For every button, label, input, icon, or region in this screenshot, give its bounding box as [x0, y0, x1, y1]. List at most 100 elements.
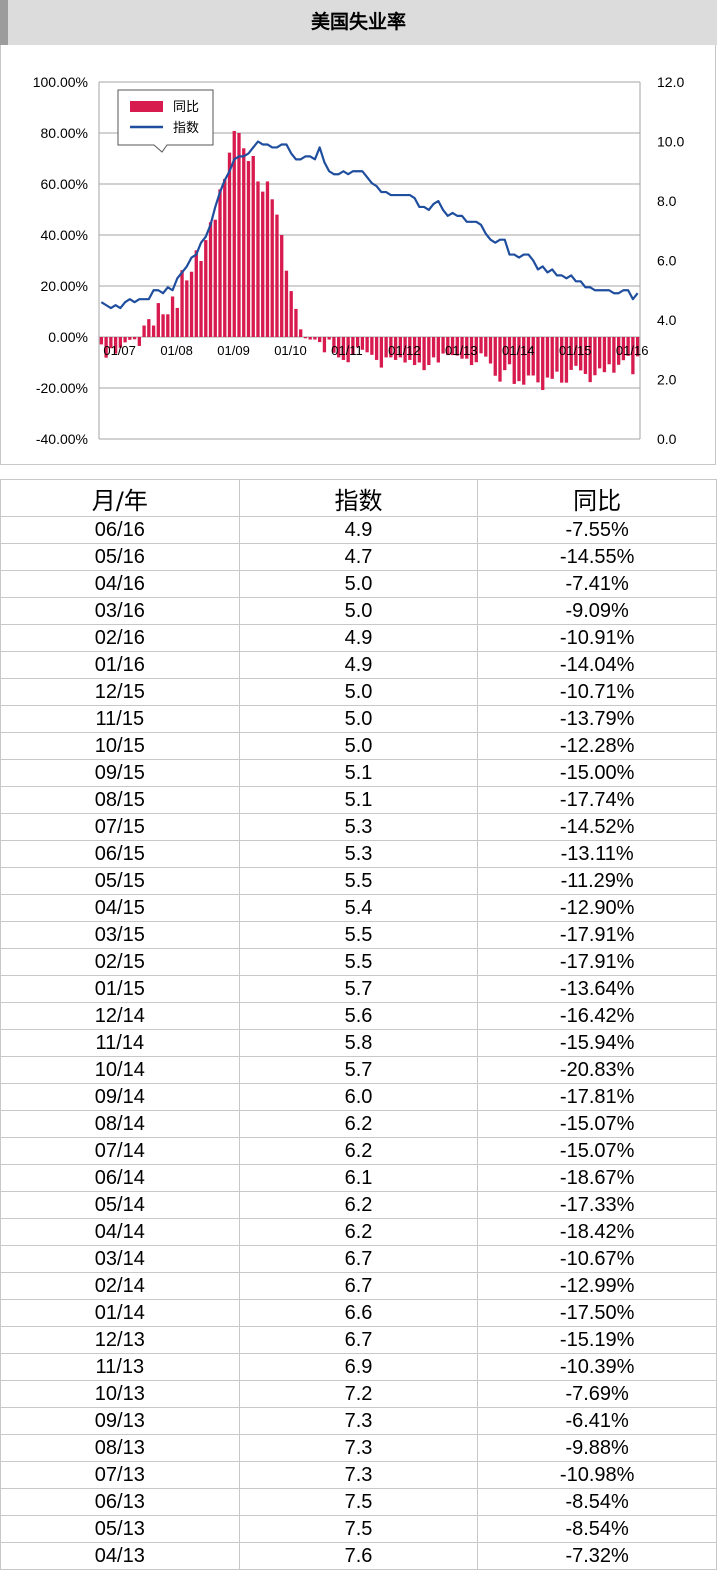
bar-yoy: [389, 337, 393, 358]
table-row: 06/15 5.3 -13.11%: [0, 840, 717, 868]
bar-yoy: [436, 337, 440, 363]
table-row: 02/15 5.5 -17.91%: [0, 948, 717, 976]
bar-yoy: [484, 337, 488, 357]
table-row: 08/14 6.2 -15.07%: [0, 1110, 717, 1138]
table-row: 05/16 4.7 -14.55%: [0, 543, 717, 571]
bar-yoy: [616, 337, 621, 365]
bar-yoy: [403, 337, 407, 363]
table-cell: 04/13: [0, 1542, 240, 1570]
table-cell: 11/14: [0, 1029, 240, 1057]
table-cell: 5.3: [238, 813, 479, 841]
table-cell: 05/15: [0, 867, 240, 895]
bar-yoy: [336, 337, 341, 358]
table-cell: 5.1: [238, 759, 479, 787]
table-cell: 7.3: [238, 1461, 479, 1489]
table-cell: -7.55%: [477, 516, 717, 544]
bar-yoy: [194, 250, 198, 337]
table-cell: -13.11%: [477, 840, 717, 868]
bar-yoy: [275, 214, 279, 337]
table-row: 04/16 5.0 -7.41%: [0, 570, 717, 598]
table-cell: 4.7: [238, 543, 479, 571]
table-cell: 07/13: [0, 1461, 240, 1489]
header-accent-bar: [0, 0, 8, 45]
table-cell: 6.2: [238, 1218, 479, 1246]
table-cell: 11/15: [0, 705, 240, 733]
x-axis-tick-label: 01/07: [103, 343, 136, 358]
table-cell: -17.91%: [477, 948, 717, 976]
bar-yoy: [280, 235, 284, 337]
table-cell: -14.52%: [477, 813, 717, 841]
bar-yoy: [531, 337, 535, 376]
table-cell: 04/16: [0, 570, 240, 598]
table-row: 09/13 7.3 -6.41%: [0, 1407, 717, 1435]
left-axis-tick-label: 80.00%: [41, 125, 88, 141]
table-header-cell: 指数: [238, 479, 479, 517]
bar-yoy: [142, 325, 146, 337]
table-row: 10/15 5.0 -12.28%: [0, 732, 717, 760]
table-row: 02/14 6.7 -12.99%: [0, 1272, 717, 1300]
x-axis-tick-label: 01/11: [331, 343, 363, 358]
bar-yoy: [503, 337, 507, 371]
table-cell: 5.0: [238, 678, 479, 706]
bar-yoy: [488, 337, 493, 364]
table-cell: 09/15: [0, 759, 240, 787]
bar-yoy: [360, 337, 365, 350]
table-cell: 4.9: [238, 624, 479, 652]
table-row: 04/13 7.6 -7.32%: [0, 1542, 717, 1570]
table-row: 10/14 5.7 -20.83%: [0, 1056, 717, 1084]
bar-yoy: [242, 148, 246, 337]
left-axis-tick-label: 100.00%: [33, 74, 88, 90]
bar-yoy: [99, 337, 104, 345]
table-cell: 4.9: [238, 651, 479, 679]
chart-frame: [0, 45, 716, 465]
left-axis-tick-label: 40.00%: [41, 227, 88, 243]
table-cell: -6.41%: [477, 1407, 717, 1435]
bar-yoy: [393, 337, 398, 360]
table-cell: 6.2: [238, 1191, 479, 1219]
table-row: 05/13 7.5 -8.54%: [0, 1515, 717, 1543]
table-cell: 7.6: [238, 1542, 479, 1570]
table-cell: -8.54%: [477, 1515, 717, 1543]
bar-yoy: [536, 337, 540, 383]
bar-yoy: [322, 337, 327, 353]
bar-yoy: [465, 337, 469, 359]
table-cell: 6.2: [238, 1137, 479, 1165]
bar-yoy: [284, 270, 289, 337]
bar-yoy: [104, 337, 108, 358]
bar-yoy: [583, 337, 588, 374]
bar-yoy: [156, 303, 160, 337]
bar-yoy: [303, 337, 308, 339]
table-cell: 06/13: [0, 1488, 240, 1516]
table-row: 10/13 7.2 -7.69%: [0, 1380, 717, 1408]
table-cell: 6.7: [238, 1245, 479, 1273]
table-row: 11/14 5.8 -15.94%: [0, 1029, 717, 1057]
bar-yoy: [270, 199, 274, 337]
table-cell: 01/14: [0, 1299, 240, 1327]
bar-yoy: [308, 337, 312, 340]
table-cell: 7.5: [238, 1515, 479, 1543]
table-cell: -15.19%: [477, 1326, 717, 1354]
bar-yoy: [593, 337, 597, 376]
table-cell: -10.98%: [477, 1461, 717, 1489]
table-cell: -7.41%: [477, 570, 717, 598]
table-cell: 05/16: [0, 543, 240, 571]
legend-swatch-yoy: [130, 101, 163, 112]
bar-yoy: [113, 337, 118, 354]
table-cell: 6.9: [238, 1353, 479, 1381]
bar-yoy: [569, 337, 573, 370]
table-row: 01/15 5.7 -13.64%: [0, 975, 717, 1003]
table-cell: 03/16: [0, 597, 240, 625]
x-axis-tick-label: 01/14: [502, 343, 535, 358]
x-axis-tick-label: 01/15: [559, 343, 592, 358]
bar-yoy: [204, 240, 208, 337]
table-cell: -11.29%: [477, 867, 717, 895]
bar-yoy: [512, 337, 516, 384]
bar-yoy: [128, 337, 132, 340]
table-header-cell: 同比: [477, 479, 717, 517]
bar-yoy: [109, 337, 113, 349]
x-axis-tick-label: 01/12: [388, 343, 421, 358]
table-row: 01/16 4.9 -14.04%: [0, 651, 717, 679]
table-header-row: 月/年 指数 同比: [0, 479, 717, 517]
bar-yoy: [370, 337, 374, 355]
table-row: 12/14 5.6 -16.42%: [0, 1002, 717, 1030]
